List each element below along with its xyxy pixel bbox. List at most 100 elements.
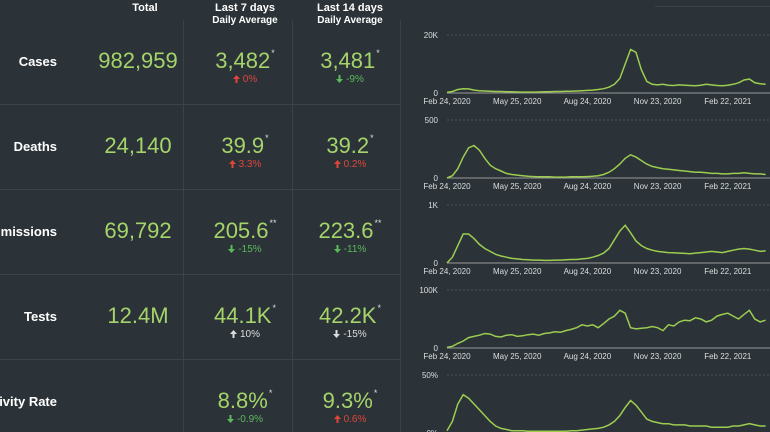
row-label: Hospital Admissions	[0, 224, 57, 239]
y-tick-label: 0	[434, 259, 439, 268]
note: *	[271, 48, 275, 58]
row-label: Cases	[18, 54, 57, 69]
change-text: -9%	[346, 74, 364, 85]
arrow-icon	[228, 160, 236, 168]
x-tick-label: Nov 23, 2020	[634, 97, 682, 106]
last14-value: 39.2*	[295, 133, 405, 159]
note: *	[373, 388, 378, 398]
note: *	[370, 133, 374, 143]
note: **	[269, 218, 277, 228]
last7-change: 0%	[190, 74, 300, 85]
x-tick-label: May 25, 2020	[493, 182, 542, 191]
value: 223.6	[318, 218, 374, 243]
total-value: 69,792	[104, 218, 172, 243]
header-last7: Last 7 days	[215, 2, 275, 14]
x-tick-label: Aug 24, 2020	[564, 267, 612, 276]
last7-value: 8.8%*	[190, 388, 300, 414]
x-tick-label: Aug 24, 2020	[564, 352, 612, 361]
x-tick-label: Feb 22, 2021	[704, 182, 752, 191]
y-tick-label: 0%	[426, 429, 438, 432]
series-line	[446, 48, 766, 94]
last14-change: -15%	[295, 329, 405, 340]
change-text: 0%	[242, 74, 258, 85]
y-tick-label: 0	[434, 344, 439, 353]
note: *	[376, 48, 380, 58]
x-tick-label: Feb 24, 2020	[423, 267, 471, 276]
arrow-icon	[333, 160, 341, 168]
x-tick-label: Feb 22, 2021	[704, 267, 752, 276]
last14-change: 0.6%	[295, 414, 405, 425]
divider	[400, 20, 401, 432]
x-tick-label: Feb 22, 2021	[704, 97, 752, 106]
last7-change: 10%	[190, 329, 300, 340]
row-separator	[0, 274, 400, 275]
note: *	[377, 303, 381, 313]
value: 39.9	[221, 133, 265, 158]
x-tick-label: Feb 24, 2020	[423, 182, 471, 191]
row-separator	[0, 104, 400, 105]
arrow-icon	[226, 415, 234, 423]
x-tick-label: Aug 24, 2020	[564, 182, 612, 191]
change-text: 3.3%	[238, 159, 262, 170]
change-text: 0.6%	[343, 414, 367, 425]
y-tick-label: 100K	[419, 286, 438, 295]
value: 8.8%	[217, 388, 268, 413]
last14-change: -9%	[295, 74, 405, 85]
last7-change: -15%	[190, 244, 300, 255]
x-tick-label: May 25, 2020	[493, 97, 542, 106]
x-tick-label: Feb 24, 2020	[423, 352, 471, 361]
last14-change: 0.2%	[295, 159, 405, 170]
row-separator	[0, 359, 400, 360]
series-line	[446, 309, 766, 349]
value: 3,481	[320, 48, 376, 73]
divider	[292, 20, 293, 432]
y-tick-label: 20K	[424, 31, 439, 40]
divider	[183, 20, 184, 432]
total-value: 12.4M	[107, 303, 169, 328]
last7-change: -0.9%	[190, 414, 300, 425]
divider	[655, 6, 770, 7]
note: **	[374, 218, 382, 228]
value: 39.2	[326, 133, 370, 158]
header-last14-sub: Daily Average	[317, 15, 383, 26]
change-text: 0.2%	[343, 159, 367, 170]
arrow-icon	[333, 415, 341, 423]
change-text: 10%	[239, 329, 260, 340]
y-tick-label: 0	[434, 89, 439, 98]
arrow-icon	[232, 75, 240, 83]
last7-value: 205.6**	[190, 218, 300, 244]
last7-value: 3,482*	[190, 48, 300, 74]
last7-value: 39.9*	[190, 133, 300, 159]
arrow-icon	[333, 245, 341, 253]
y-tick-label: 0	[434, 174, 439, 183]
header-last7-sub: Daily Average	[212, 15, 278, 26]
x-tick-label: May 25, 2020	[493, 352, 542, 361]
x-tick-label: Nov 23, 2020	[634, 182, 682, 191]
value: 9.3%	[322, 388, 373, 413]
last7-value: 44.1K*	[190, 303, 300, 329]
x-tick-label: May 25, 2020	[493, 267, 542, 276]
series-line	[446, 393, 766, 432]
last14-value: 9.3%*	[295, 388, 405, 414]
arrow-icon	[229, 330, 237, 338]
x-tick-label: Nov 23, 2020	[634, 352, 682, 361]
arrow-icon	[336, 75, 344, 83]
y-tick-label: 50%	[422, 371, 438, 380]
last14-value: 3,481*	[295, 48, 405, 74]
y-tick-label: 500	[425, 116, 439, 125]
change-text: -15%	[238, 244, 262, 255]
arrow-icon	[333, 330, 341, 338]
x-tick-label: Feb 24, 2020	[423, 97, 471, 106]
row-label: Tests	[24, 309, 57, 324]
row-label: Positivity Rate	[0, 394, 57, 409]
last14-change: -11%	[295, 244, 405, 255]
series-line	[446, 224, 766, 264]
change-text: -0.9%	[236, 414, 264, 425]
note: *	[268, 388, 273, 398]
note: *	[272, 303, 276, 313]
change-text: -15%	[343, 329, 367, 340]
note: *	[265, 133, 269, 143]
header-total: Total	[132, 2, 158, 14]
value: 205.6	[213, 218, 269, 243]
